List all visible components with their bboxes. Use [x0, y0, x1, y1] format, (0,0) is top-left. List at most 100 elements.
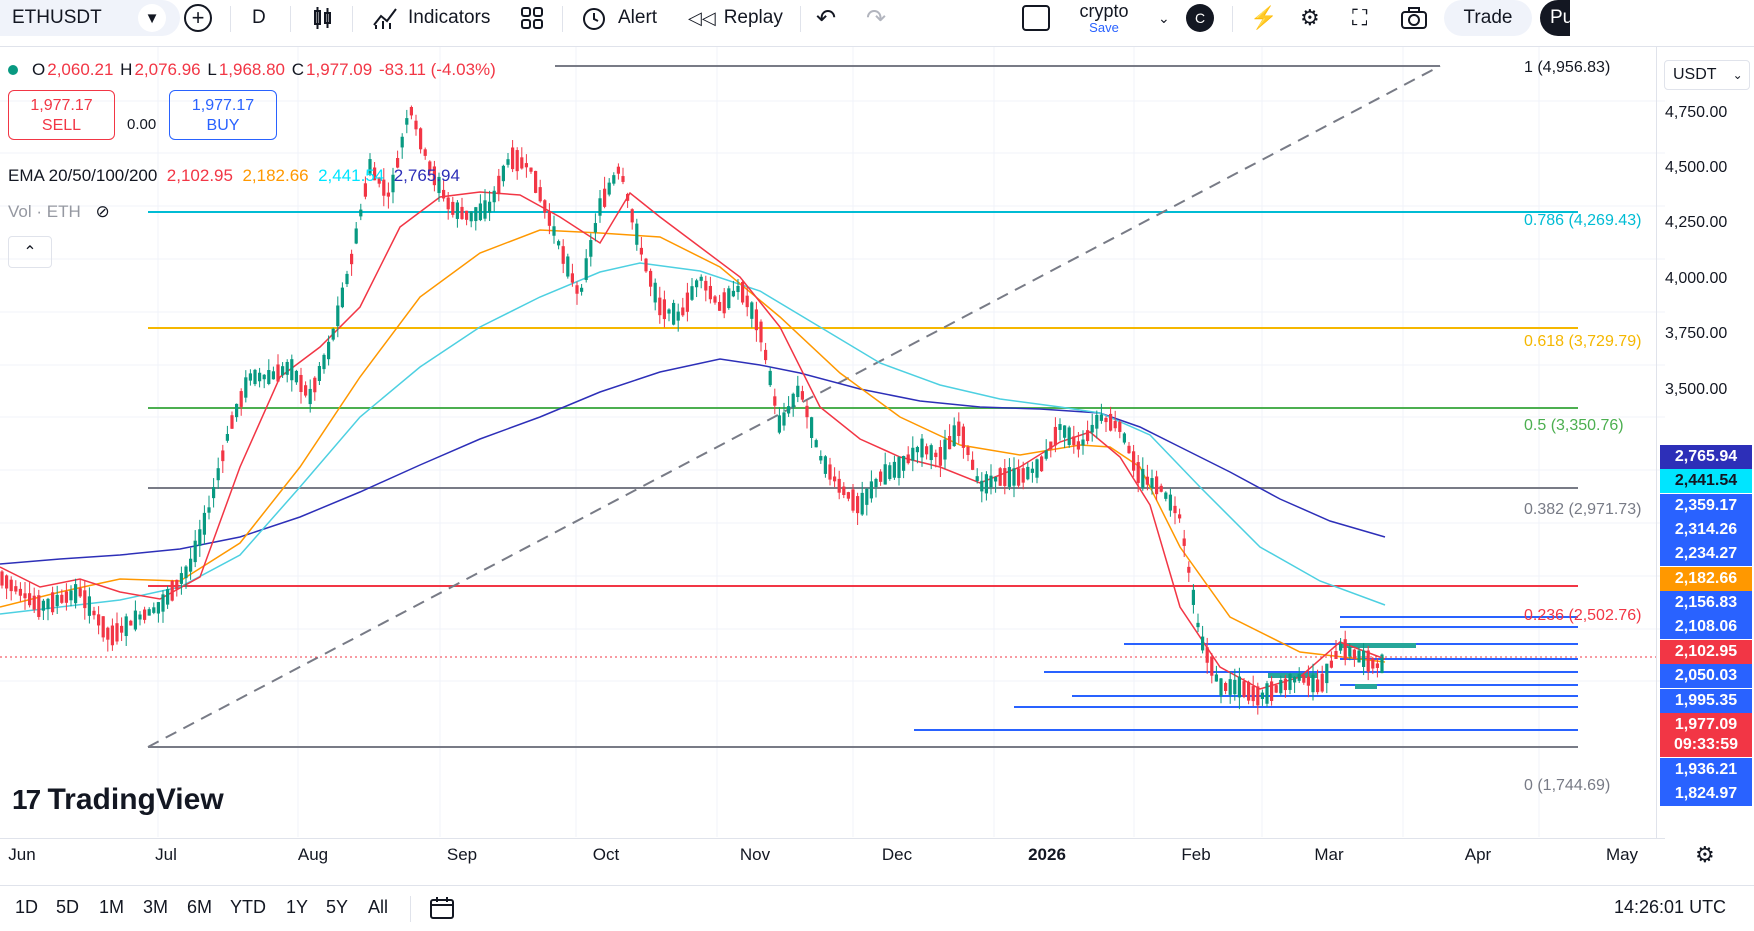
price-chart[interactable]: [0, 47, 1665, 837]
candle-body: [1076, 441, 1080, 450]
currency-select[interactable]: USDT ⌄: [1664, 60, 1750, 90]
candle-body: [649, 270, 653, 287]
candle-body: [842, 486, 846, 496]
candle-body: [78, 588, 82, 597]
candle-body: [110, 625, 114, 646]
candle-body: [1288, 674, 1292, 690]
ohlc-legend: O 2,060.21 H 2,076.96 L 1,968.80 C 1,977.09 …: [8, 60, 498, 80]
candle-body: [966, 447, 970, 455]
candle-body: [1150, 478, 1154, 488]
collapse-legend-button[interactable]: ⌃: [8, 236, 52, 268]
candle-body: [644, 258, 648, 272]
candle-body: [437, 176, 441, 194]
candle-body: [207, 507, 211, 513]
chart-type-button[interactable]: [310, 0, 336, 36]
candle-body: [1164, 492, 1168, 499]
range-5d[interactable]: 5D: [56, 897, 80, 917]
redo-button[interactable]: ↷: [866, 0, 886, 36]
quick-search-button[interactable]: ⚡: [1250, 0, 1277, 36]
alert-button[interactable]: Alert: [580, 0, 657, 36]
symbol-search[interactable]: ETHUSDT ▼: [0, 0, 180, 36]
fib-label-05: 0.5 (3,350.76): [1524, 417, 1624, 434]
fullscreen-button[interactable]: ⛶: [1352, 0, 1367, 36]
time-axis-label: Nov: [739, 845, 771, 864]
avatar-button[interactable]: C: [1186, 0, 1214, 36]
candle-body: [129, 620, 133, 626]
candle-body: [934, 452, 938, 458]
clock-timezone[interactable]: 14:26:01 UTC: [1614, 897, 1727, 917]
candle-body: [248, 373, 252, 381]
position-boxes[interactable]: [1268, 643, 1416, 689]
price-tag: 2,050.03: [1660, 664, 1752, 688]
candle-body: [1104, 417, 1108, 423]
candle-body: [685, 292, 689, 312]
candle-body: [741, 281, 745, 303]
layout-menu-button[interactable]: ⌄: [1158, 0, 1170, 36]
snapshot-button[interactable]: [1400, 0, 1428, 36]
replay-button[interactable]: ◁◁ Replay: [688, 0, 783, 36]
candle-body: [396, 158, 400, 168]
candle-body: [1306, 676, 1310, 686]
candle-body: [212, 487, 216, 499]
candle-body: [722, 292, 726, 314]
range-ytd[interactable]: YTD: [230, 897, 266, 917]
status-dot: [8, 65, 18, 75]
alert-label: Alert: [618, 7, 658, 28]
layout-name-button[interactable]: crypto Save: [1072, 0, 1136, 36]
time-axis[interactable]: Jun Jul Aug Sep Oct Nov Dec 2026 Feb Mar…: [0, 838, 1665, 875]
candle-body: [235, 403, 239, 418]
eye-hidden-icon[interactable]: ⊘: [95, 202, 110, 221]
layout-toggle-button[interactable]: [1022, 0, 1050, 36]
ema-legend[interactable]: EMA 20/50/100/200 2,102.95 2,182.66 2,44…: [8, 166, 460, 186]
compare-button[interactable]: +: [184, 0, 212, 36]
price-axis[interactable]: [1656, 47, 1754, 838]
range-6m[interactable]: 6M: [187, 897, 213, 917]
interval-button[interactable]: D: [252, 7, 266, 28]
candle-body: [483, 200, 487, 219]
lightning-search-icon: ⚡: [1250, 5, 1278, 30]
candle-body: [515, 150, 519, 172]
candle-body: [791, 393, 795, 408]
candle-body: [1053, 426, 1057, 446]
candle-body: [1026, 466, 1030, 480]
candle-body: [980, 480, 984, 492]
support-lines[interactable]: [914, 616, 1578, 731]
axis-settings-button[interactable]: ⚙: [1695, 842, 1715, 868]
indicators-button[interactable]: Indicators: [372, 0, 490, 36]
currency-label: USDT: [1673, 66, 1717, 83]
candle-body: [368, 159, 372, 175]
candle-body: [1191, 589, 1195, 605]
symbol-menu-icon[interactable]: ▼: [138, 4, 166, 32]
close-value: 1,977.09: [306, 60, 373, 79]
range-1y[interactable]: 1Y: [286, 897, 309, 917]
date-range-button[interactable]: [428, 894, 456, 927]
time-axis-label: Oct: [592, 845, 620, 864]
range-5y[interactable]: 5Y: [326, 897, 349, 917]
range-all[interactable]: All: [368, 897, 389, 917]
time-axis-label: Dec: [881, 845, 913, 864]
fib-label-0236: 0.236 (2,502.76): [1524, 607, 1642, 624]
range-1d[interactable]: 1D: [15, 897, 39, 917]
price-tag: 2,441.54: [1660, 469, 1752, 493]
range-1m[interactable]: 1M: [99, 897, 125, 917]
grid-icon: [521, 7, 543, 29]
candle-body: [1224, 683, 1228, 691]
candle-body: [580, 287, 584, 292]
undo-button[interactable]: ↶: [816, 0, 836, 36]
sell-button[interactable]: 1,977.17 SELL: [8, 90, 115, 140]
volume-legend[interactable]: Vol · ETH ⊘: [8, 202, 110, 222]
candle-body: [1293, 676, 1297, 683]
candle-body: [846, 492, 850, 499]
candle-body: [281, 366, 285, 376]
plus-icon: +: [184, 4, 212, 32]
candle-body: [952, 425, 956, 447]
range-3m[interactable]: 3M: [143, 897, 169, 917]
candle-body: [1357, 650, 1361, 663]
divider: [410, 896, 411, 922]
templates-button[interactable]: [520, 0, 544, 36]
publish-button[interactable]: Pu: [1540, 0, 1573, 36]
candle-body: [1251, 686, 1255, 702]
trade-button[interactable]: Trade: [1444, 0, 1532, 36]
settings-button[interactable]: ⚙: [1300, 0, 1320, 36]
buy-button[interactable]: 1,977.17 BUY: [169, 90, 277, 140]
